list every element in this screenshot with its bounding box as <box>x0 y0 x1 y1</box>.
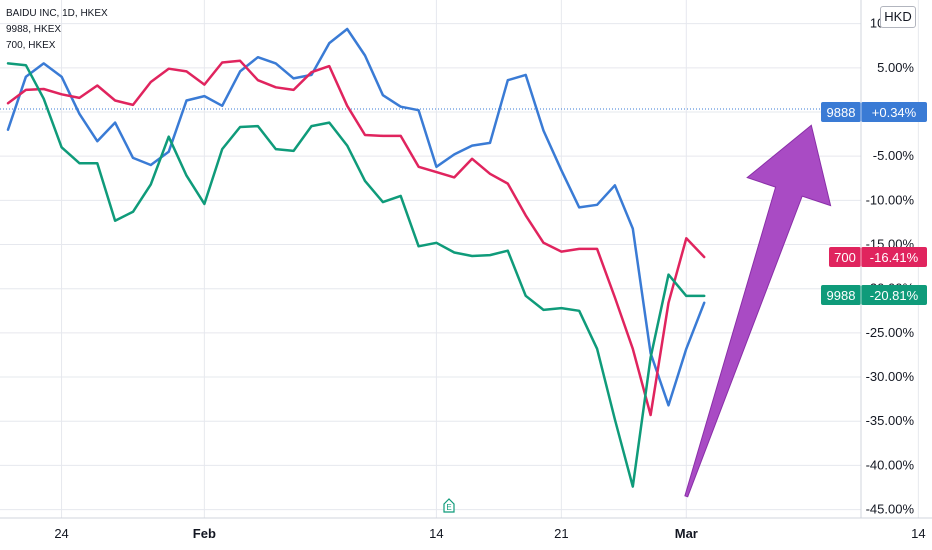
earnings-icon <box>443 498 455 513</box>
chart-legend: BAIDU INC, 1D, HKEX 9988, HKEX 700, HKEX <box>6 6 108 54</box>
badge-ticker-box <box>821 102 861 122</box>
legend-compare-9988[interactable]: 9988, HKEX <box>6 24 62 35</box>
badge-value-box <box>861 285 927 305</box>
y-tick-label: -40.00% <box>866 457 915 472</box>
series-lines[interactable] <box>6 27 706 488</box>
x-tick-label: Mar <box>675 526 698 541</box>
legend-main-symbol[interactable]: BAIDU INC, 1D, HKEX <box>6 8 108 19</box>
currency-button[interactable]: HKD <box>880 6 916 28</box>
badge-ticker: 700 <box>834 250 856 265</box>
series-line-baidu <box>6 27 706 407</box>
series-line-alibaba <box>6 62 706 488</box>
legend-compare-700[interactable]: 700, HKEX <box>6 40 56 51</box>
y-tick-label: -45.00% <box>866 502 915 517</box>
price-badge-9988: 9988 -20.81% <box>821 285 927 305</box>
price-badges: 9888 +0.34% 700 -16.41% 9988 -20.81% <box>821 102 927 305</box>
y-tick-label: -25.00% <box>866 325 915 340</box>
badge-ticker: 9888 <box>827 105 856 120</box>
y-tick-label: -30.00% <box>866 369 915 384</box>
x-tick-label: 14 <box>911 526 925 541</box>
y-tick-label: -5.00% <box>873 148 915 163</box>
x-tick-label: 14 <box>429 526 443 541</box>
badge-ticker: 9988 <box>827 288 856 303</box>
price-badge-9888: 9888 +0.34% <box>821 102 927 122</box>
earnings-label: E <box>446 503 451 512</box>
y-tick-label: -10.00% <box>866 192 915 207</box>
badge-value-box <box>861 102 927 122</box>
y-tick-label: -35.00% <box>866 413 915 428</box>
badge-value: -16.41% <box>870 250 919 265</box>
x-tick-label: Feb <box>193 526 216 541</box>
badge-value-box <box>861 247 927 267</box>
earnings-marker[interactable]: E <box>443 498 455 513</box>
badge-value: -20.81% <box>870 288 919 303</box>
badge-value: +0.34% <box>872 105 917 120</box>
grid-lines <box>0 0 919 518</box>
series-line-tencent <box>6 59 706 417</box>
price-badge-700: 700 -16.41% <box>829 247 927 267</box>
trend-arrow-annotation[interactable] <box>684 124 832 498</box>
badge-ticker-box <box>829 247 861 267</box>
y-tick-label: 5.00% <box>877 60 914 75</box>
x-tick-label: 24 <box>54 526 68 541</box>
time-axis[interactable]: 24Feb1421Mar1421Apr <box>54 526 932 541</box>
x-tick-label: 21 <box>554 526 568 541</box>
badge-ticker-box <box>821 285 861 305</box>
